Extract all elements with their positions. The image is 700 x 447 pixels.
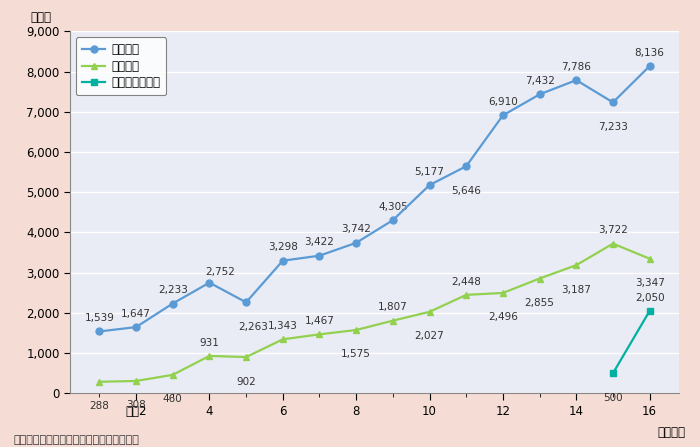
Text: （人）: （人） [30, 11, 51, 24]
Text: 4,305: 4,305 [378, 202, 407, 212]
Text: 2,027: 2,027 [414, 331, 444, 341]
修士課程 [462, 164, 470, 169]
Text: 1,575: 1,575 [341, 350, 371, 359]
Text: 3,187: 3,187 [561, 285, 591, 295]
Text: 2,263: 2,263 [238, 322, 268, 332]
Legend: 修士課程, 博士課程, 専門職学位課程: 修士課程, 博士課程, 専門職学位課程 [76, 37, 166, 95]
修士課程 [169, 301, 177, 306]
修士課程 [536, 92, 544, 97]
修士課程 [279, 258, 287, 263]
博士課程 [279, 337, 287, 342]
Text: 902: 902 [236, 376, 256, 387]
Text: 288: 288 [90, 401, 109, 411]
専門職学位課程 [609, 371, 617, 376]
Text: 308: 308 [126, 401, 146, 410]
Text: 2,233: 2,233 [158, 285, 188, 295]
Line: 修士課程: 修士課程 [96, 63, 653, 335]
専門職学位課程 [645, 308, 654, 314]
修士課程 [609, 100, 617, 105]
Text: 3,347: 3,347 [635, 278, 664, 288]
修士課程 [205, 280, 214, 285]
Text: 931: 931 [199, 337, 219, 348]
Text: 460: 460 [163, 394, 183, 404]
博士課程 [315, 332, 323, 337]
修士課程 [352, 240, 361, 245]
修士課程 [389, 218, 397, 223]
博士課程 [389, 318, 397, 323]
博士課程 [498, 290, 507, 295]
Text: （年度）: （年度） [657, 426, 685, 439]
Text: 1,343: 1,343 [268, 321, 298, 331]
Text: 6,910: 6,910 [488, 97, 518, 107]
Text: 1,467: 1,467 [304, 316, 335, 326]
修士課程 [645, 63, 654, 69]
Text: 5,177: 5,177 [414, 167, 444, 177]
修士課程 [572, 77, 580, 83]
博士課程 [645, 256, 654, 261]
修士課程 [132, 325, 140, 330]
Text: 2,050: 2,050 [635, 292, 664, 303]
Text: 500: 500 [603, 392, 623, 403]
Line: 博士課程: 博士課程 [96, 240, 653, 385]
博士課程 [242, 354, 251, 360]
Text: 2,855: 2,855 [525, 298, 554, 308]
Text: 資料：文部科学省（各年度５月１日現在）: 資料：文部科学省（各年度５月１日現在） [14, 435, 140, 445]
博士課程 [205, 353, 214, 358]
Text: 3,742: 3,742 [341, 224, 371, 235]
Text: 3,722: 3,722 [598, 225, 628, 235]
博士課程 [95, 379, 104, 384]
修士課程 [498, 113, 507, 118]
Text: 2,752: 2,752 [206, 267, 235, 277]
Text: 1,807: 1,807 [378, 302, 407, 312]
Text: 7,786: 7,786 [561, 62, 591, 72]
修士課程 [315, 253, 323, 258]
Text: 7,233: 7,233 [598, 122, 628, 132]
Text: 3,298: 3,298 [268, 242, 298, 253]
Text: 1,647: 1,647 [121, 309, 151, 319]
修士課程 [95, 329, 104, 334]
博士課程 [169, 372, 177, 378]
Text: 2,448: 2,448 [452, 277, 481, 287]
博士課程 [426, 309, 434, 315]
博士課程 [462, 292, 470, 298]
Text: 3,422: 3,422 [304, 237, 335, 247]
Text: 7,432: 7,432 [525, 76, 554, 86]
博士課程 [536, 276, 544, 281]
修士課程 [242, 299, 251, 305]
Text: 1,539: 1,539 [85, 313, 114, 323]
博士課程 [609, 241, 617, 246]
Text: 8,136: 8,136 [635, 48, 664, 58]
博士課程 [352, 327, 361, 333]
博士課程 [572, 262, 580, 268]
修士課程 [426, 182, 434, 188]
Text: 2,496: 2,496 [488, 312, 518, 322]
博士課程 [132, 378, 140, 384]
Text: 5,646: 5,646 [452, 186, 481, 196]
Line: 専門職学位課程: 専門職学位課程 [610, 308, 653, 377]
